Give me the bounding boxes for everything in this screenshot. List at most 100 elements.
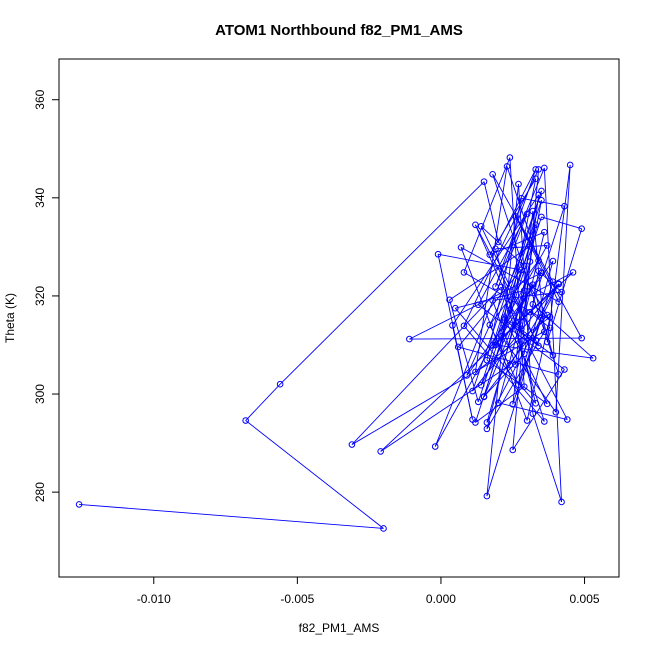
data-point (460, 322, 468, 330)
data-point (431, 443, 439, 450)
data-point (566, 161, 574, 169)
series-line-segment (434, 213, 528, 447)
series-line-segment (486, 331, 545, 430)
data-point (558, 288, 565, 296)
data-point (242, 417, 249, 424)
data-point (538, 196, 545, 204)
data-point (549, 351, 557, 359)
data-point (276, 380, 284, 388)
data-point (469, 416, 476, 423)
data-point (538, 213, 545, 221)
data-point (75, 501, 83, 508)
data-point (589, 354, 597, 362)
data-point (495, 399, 502, 407)
series-line-segment (532, 413, 562, 503)
x-axis-label: f82_PM1_AMS (299, 621, 380, 635)
data-point (529, 300, 537, 308)
data-point (515, 180, 522, 188)
series-line-segment (495, 248, 537, 404)
data-point (380, 525, 387, 532)
data-point (538, 187, 545, 195)
data-point (532, 336, 540, 344)
data-point (483, 419, 491, 426)
series-line-segment (541, 216, 582, 230)
series-line-segment (509, 178, 537, 310)
y-axis: 280 300 320 340 360 (33, 89, 60, 502)
series-line-segment (466, 224, 537, 376)
data-point (483, 492, 491, 500)
data-point (509, 401, 517, 408)
data-point (543, 338, 551, 346)
data-point (546, 324, 554, 332)
series-line-segment (512, 369, 565, 451)
data-point (489, 170, 496, 178)
x-tick-label: 0.005 (570, 592, 600, 606)
data-point (526, 308, 534, 316)
data-point (477, 381, 485, 389)
series-line-segment (458, 346, 559, 375)
data-point (506, 154, 514, 161)
data-point (535, 342, 542, 350)
data-point (520, 262, 528, 270)
data-point (520, 350, 528, 358)
y-tick-label: 280 (33, 482, 47, 502)
data-point (578, 225, 585, 233)
data-point (406, 335, 413, 343)
series-line-segment (492, 300, 517, 365)
data-point (532, 400, 540, 407)
data-point (526, 243, 534, 250)
series-line-segment (480, 226, 537, 341)
data-point (434, 250, 442, 258)
data-point (480, 393, 488, 400)
series-line-segment (555, 164, 571, 413)
data-point (555, 371, 562, 378)
series-line-segment (245, 420, 384, 529)
y-tick-label: 340 (33, 187, 47, 207)
series-line-segment (79, 503, 384, 529)
data-point (555, 298, 562, 306)
series-line-segment (478, 304, 565, 370)
series-line-segment (463, 325, 545, 422)
data-point (492, 245, 499, 253)
data-point (543, 311, 551, 319)
series-line-segment (466, 260, 554, 376)
data-point (492, 341, 499, 349)
data-point (480, 178, 488, 185)
series-line-segment (351, 286, 502, 445)
series-line-segment (477, 269, 522, 403)
data-point (446, 296, 453, 304)
data-point (515, 381, 522, 389)
series-line-segment (495, 244, 548, 250)
series-line-segment (529, 286, 548, 316)
data-point (532, 175, 540, 182)
data-point (569, 269, 577, 276)
series-line-segment (480, 225, 525, 267)
data-point (472, 368, 479, 376)
series-line-segment (279, 181, 485, 385)
series-line-segment (472, 190, 542, 392)
series-line-segment (483, 181, 499, 243)
data-point (543, 400, 551, 408)
data-point (515, 319, 522, 326)
series-line-segment (483, 224, 537, 398)
series-line-segment (518, 260, 554, 385)
series-line-segment (480, 284, 534, 386)
data-point (555, 280, 562, 288)
data-point (529, 207, 537, 215)
series-line-segment (460, 246, 559, 303)
data-point (561, 202, 568, 210)
data-point (497, 332, 505, 340)
data-point (503, 163, 511, 170)
data-point (497, 283, 505, 291)
y-tick-label: 300 (33, 384, 47, 404)
data-point (561, 366, 568, 373)
data-point (483, 425, 491, 433)
data-point (549, 278, 557, 286)
data-point (520, 294, 528, 302)
data-point (469, 387, 476, 395)
data-point (535, 166, 542, 173)
data-point (541, 228, 548, 236)
data-point (463, 372, 471, 379)
series-line-segment (495, 344, 594, 359)
